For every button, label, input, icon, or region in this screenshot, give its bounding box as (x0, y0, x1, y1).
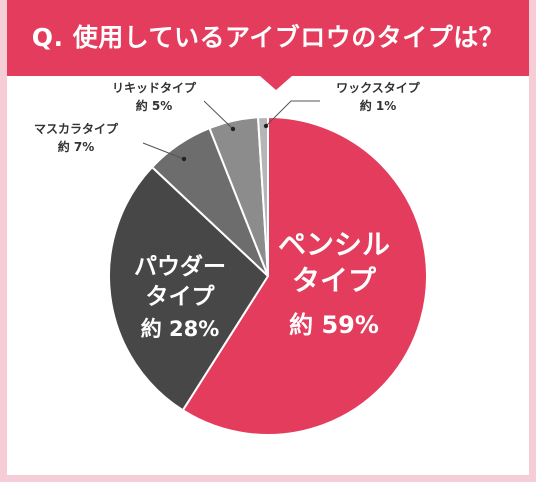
slice-value-wax: 約 1% (360, 98, 397, 113)
slice-value-powder: 約 28% (141, 317, 220, 341)
slice-value-mascara: 約 7% (58, 139, 95, 154)
slice-label-liquid: リキッドタイプ (112, 80, 197, 95)
slice-value-pencil: 約 59% (289, 311, 379, 339)
slice-label-powder-line1: パウダー (134, 253, 226, 280)
pie-slice-wax (256, 115, 269, 277)
pie-slice-pencil (181, 115, 428, 436)
title-banner: Q. 使用しているアイブロウのタイプは？ (7, 0, 529, 76)
leader-line-mascara (142, 142, 185, 160)
slice-label-pencil-line2: タイプ (292, 264, 377, 297)
slice-label-wax: ワックスタイプ (336, 80, 421, 95)
pie-slice-powder (108, 165, 270, 412)
leader-dot-mascara (181, 156, 187, 162)
leader-dot-liquid (230, 126, 236, 132)
chart-title: Q. 使用しているアイブロウのタイプは？ (31, 23, 505, 52)
leader-lines (142, 100, 320, 162)
slice-value-liquid: 約 5% (136, 98, 173, 113)
slice-label-mascara: マスカラタイプ (34, 121, 119, 136)
leader-line-wax (265, 100, 320, 127)
leader-dot-wax (263, 123, 269, 129)
slice-label-pencil-line1: ペンシル (278, 228, 390, 261)
slice-label-powder-line2: タイプ (146, 284, 216, 310)
leader-line-liquid (203, 100, 234, 130)
title-banner-notch (260, 76, 292, 90)
pie-slices (108, 115, 428, 436)
